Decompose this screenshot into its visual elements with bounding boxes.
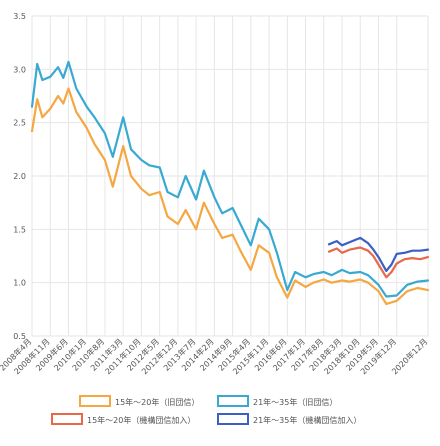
y-tick-label: 1.5: [13, 225, 26, 234]
y-tick-label: 3.0: [13, 65, 26, 74]
series-line: [327, 246, 430, 279]
series-line: [30, 60, 430, 298]
series-line: [327, 236, 430, 272]
y-tick-label: 0.5: [13, 332, 26, 341]
legend-swatch: [217, 413, 249, 425]
legend-swatch: [217, 395, 249, 407]
y-tick-label: 1.0: [13, 279, 26, 288]
series-line: [30, 87, 430, 306]
legend-label: 21年～35年（旧団信）: [253, 397, 337, 407]
legend-label: 15年～20年（機構団信加入）: [87, 415, 195, 425]
y-tick-label: 3.5: [13, 12, 26, 21]
legend-label: 15年～20年（旧団信）: [115, 397, 199, 407]
legend-label: 21年～35年（機構団信加入）: [253, 415, 361, 425]
y-tick-label: 2.5: [13, 119, 26, 128]
y-tick-label: 2.0: [13, 172, 26, 181]
legend-swatch: [51, 413, 83, 425]
legend-swatch: [79, 395, 111, 407]
